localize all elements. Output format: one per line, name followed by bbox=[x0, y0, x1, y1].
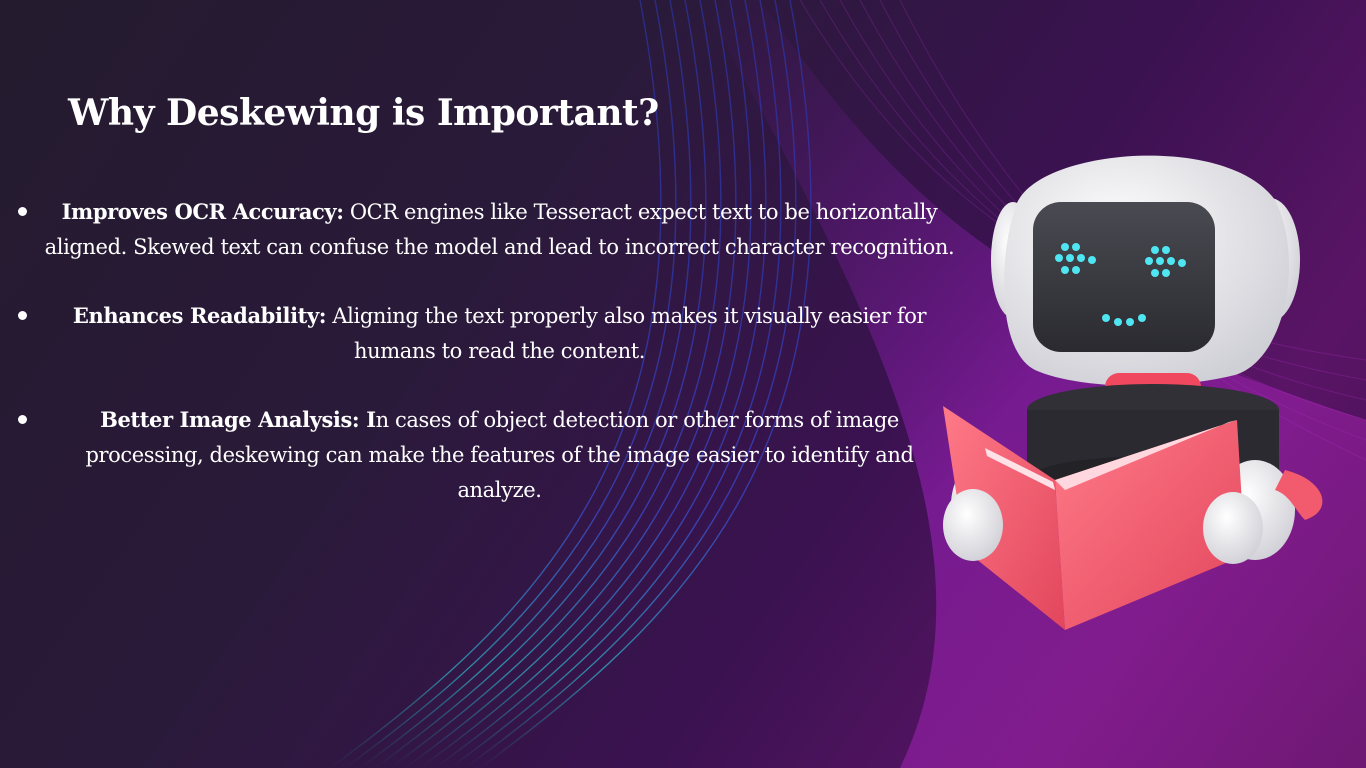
bullet-text: Better Image Analysis: In cases of objec… bbox=[41, 402, 958, 508]
bullet-body: OCR engines like Tesseract expect text t… bbox=[44, 200, 955, 259]
bullet-list: Improves OCR Accuracy: OCR engines like … bbox=[18, 194, 958, 541]
bullet-heading: Enhances Readability: bbox=[72, 303, 327, 328]
bullet-item: Better Image Analysis: In cases of objec… bbox=[18, 402, 958, 508]
page-title: Why Deskewing is Important? bbox=[68, 92, 659, 134]
bullet-icon bbox=[18, 207, 27, 216]
bullet-body: Aligning the text properly also makes it… bbox=[326, 304, 927, 363]
bullet-body: n cases of object detection or other for… bbox=[85, 408, 914, 502]
robot-reading-book-icon bbox=[943, 155, 1323, 630]
bullet-heading: Improves OCR Accuracy: bbox=[61, 199, 344, 224]
bullet-text: Improves OCR Accuracy: OCR engines like … bbox=[41, 194, 958, 265]
bullet-item: Enhances Readability: Aligning the text … bbox=[18, 298, 958, 369]
bullet-item: Improves OCR Accuracy: OCR engines like … bbox=[18, 194, 958, 265]
bullet-icon bbox=[18, 415, 27, 424]
bullet-text: Enhances Readability: Aligning the text … bbox=[41, 298, 958, 369]
bullet-icon bbox=[18, 311, 27, 320]
bullet-heading: Better Image Analysis: I bbox=[100, 407, 376, 432]
